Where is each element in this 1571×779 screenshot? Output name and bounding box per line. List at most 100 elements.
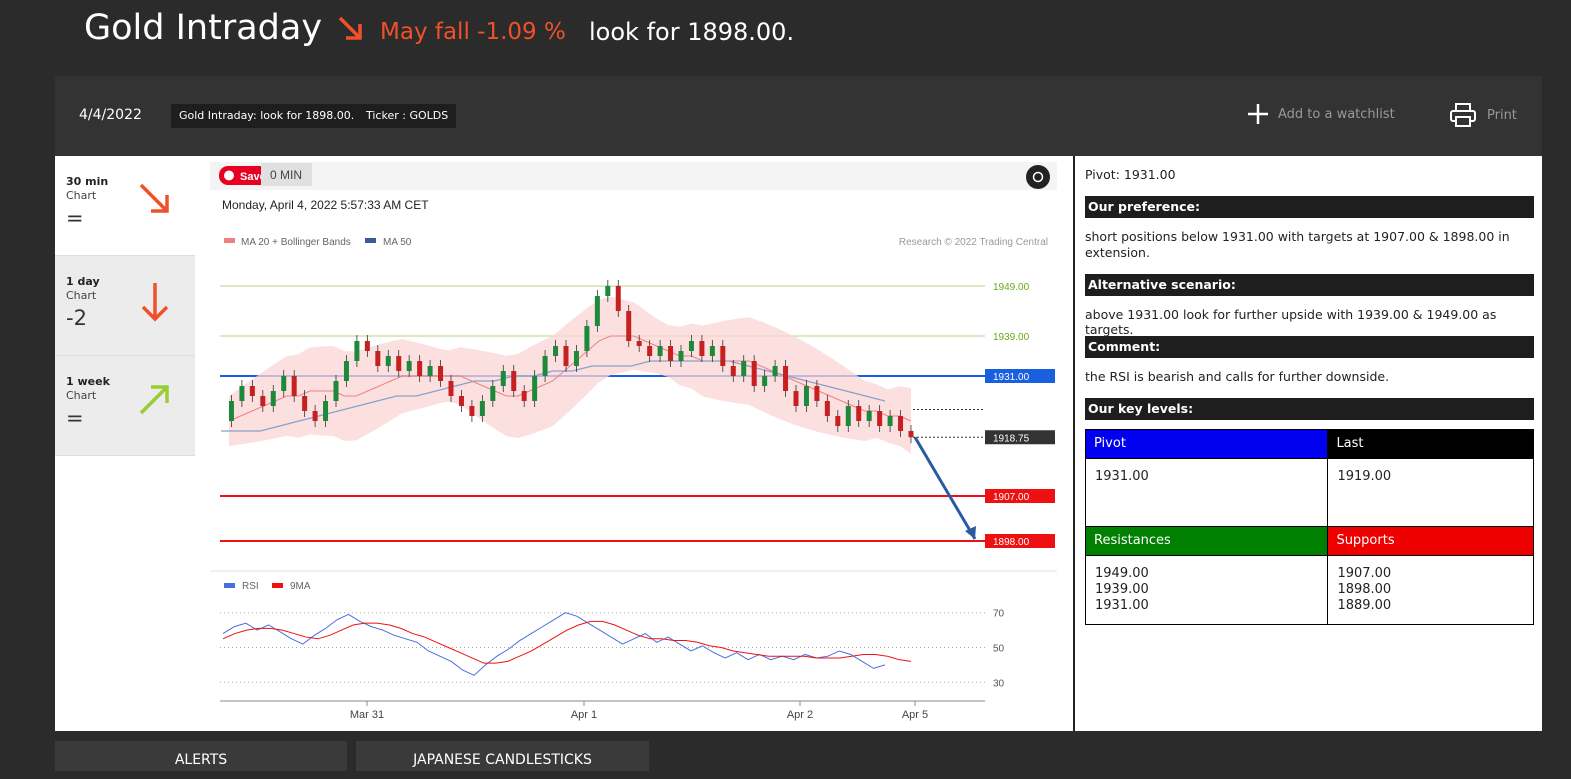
arrow-down-icon <box>141 283 169 322</box>
timeframe-sub: Chart <box>66 389 97 402</box>
bollinger-band <box>229 296 911 454</box>
comment-text: the RSI is bearish and calls for further… <box>1085 369 1390 384</box>
candle-body <box>636 341 642 346</box>
candle-body <box>657 346 663 356</box>
candle-body <box>668 346 674 361</box>
projection-arrow <box>913 436 977 540</box>
page-header: Gold Intraday May fall -1.09 % look for … <box>0 0 1571 76</box>
arrow-down-right-icon <box>338 16 362 40</box>
candle-body <box>856 406 862 421</box>
legend-ma20: MA 20 + Bollinger Bands <box>241 237 351 248</box>
preference-text: short positions below 1931.00 with targe… <box>1085 229 1510 260</box>
level-tag <box>985 489 1055 503</box>
timeframe-sub: Chart <box>66 189 97 202</box>
candle-body <box>490 386 496 401</box>
timeframe-score: = <box>66 406 84 430</box>
candle-body <box>887 416 893 426</box>
x-tick-label: Mar 31 <box>350 709 384 721</box>
timeframe-name: 1 week <box>66 375 110 388</box>
support-value: 1898.00 <box>1337 582 1392 597</box>
target-text: look for 1898.00. <box>589 18 795 46</box>
candle-body <box>312 411 318 421</box>
alerts-button[interactable]: ALERTS <box>55 741 347 771</box>
candle-body <box>626 311 632 341</box>
alternative-heading: Alternative scenario: <box>1085 274 1534 296</box>
candle-body <box>343 361 349 381</box>
page-title: Gold Intraday <box>84 8 323 48</box>
info-bar: 4/4/2022 Gold Intraday: look for 1898.00… <box>55 76 1542 156</box>
timeframe-30min[interactable]: 30 min Chart = <box>55 156 195 256</box>
candle-body <box>228 401 234 421</box>
preference-heading: Our preference: <box>1085 196 1534 218</box>
level-tag <box>985 534 1055 548</box>
projection-arrowhead <box>965 526 976 539</box>
analysis-panel: Pivot: 1931.00 Our preference: short pos… <box>1073 156 1542 731</box>
timeframe-sub: Chart <box>66 289 97 302</box>
summary-tag: Gold Intraday: look for 1898.00. <box>171 104 363 128</box>
candle-body <box>730 366 736 376</box>
candle-body <box>908 431 914 438</box>
candle-body <box>720 346 726 366</box>
candle-body <box>281 376 287 391</box>
level-label: 1907.00 <box>993 492 1030 503</box>
candle-body <box>563 346 569 366</box>
candle-body <box>741 361 747 376</box>
timeframe-1day[interactable]: 1 day Chart -2 <box>55 256 195 356</box>
japanese-candlesticks-button[interactable]: JAPANESE CANDLESTICKS <box>356 741 649 771</box>
add-watchlist-button[interactable]: Add to a watchlist <box>1246 102 1395 126</box>
candle-body <box>291 376 297 396</box>
legend-rsi: RSI <box>242 581 259 592</box>
candle-body <box>866 411 872 421</box>
candle-body <box>647 346 653 356</box>
candle-body <box>406 361 412 371</box>
level-label: 1931.00 <box>993 372 1030 383</box>
candle-body <box>270 391 276 406</box>
resistances-header: Resistances <box>1084 526 1329 556</box>
direction-text: May fall -1.09 % <box>380 19 566 45</box>
pivot-header: Pivot <box>1084 429 1329 459</box>
chart-area: Save 0 MIN Monday, April 4, 2022 5:57:33… <box>195 156 1073 731</box>
arrow-down-right-icon <box>139 183 169 213</box>
candle-body <box>479 401 485 416</box>
interval-label: 0 MIN <box>270 168 302 182</box>
rsi-tick-label: 30 <box>993 678 1005 689</box>
price-chart: Save 0 MIN Monday, April 4, 2022 5:57:33… <box>210 162 1057 721</box>
resistance-value: 1931.00 <box>1095 598 1149 613</box>
candle-body <box>532 376 538 401</box>
candle-body <box>709 346 715 356</box>
candle-body <box>783 366 789 391</box>
candle-body <box>354 341 360 361</box>
timeframe-name: 30 min <box>66 175 109 188</box>
candle-body <box>615 286 621 311</box>
candle-body <box>511 371 517 391</box>
candle-body <box>500 371 506 386</box>
resistance-value: 1939.00 <box>1095 582 1149 597</box>
chart-copyright: Research © 2022 Trading Central <box>899 237 1048 248</box>
svg-text:Save: Save <box>240 171 266 183</box>
candle-body <box>385 356 391 366</box>
print-label: Print <box>1487 107 1517 123</box>
chart-datetime: Monday, April 4, 2022 5:57:33 AM CET <box>222 198 429 212</box>
pivot-line: Pivot: 1931.00 <box>1085 167 1176 182</box>
candle-body <box>417 361 423 376</box>
support-value: 1907.00 <box>1337 566 1392 581</box>
alternative-text: above 1931.00 look for further upside wi… <box>1085 307 1497 337</box>
screenshot-icon[interactable] <box>1026 165 1050 189</box>
ticker-tag: Ticker : GOLDS <box>358 104 457 128</box>
rsi-line <box>222 612 886 676</box>
timeframe-1week[interactable]: 1 week Chart = <box>55 356 195 456</box>
level-tag <box>985 430 1055 445</box>
candle-body <box>438 366 444 381</box>
last-header: Last <box>1327 429 1534 459</box>
print-button[interactable]: Print <box>1449 102 1517 128</box>
date-label: 4/4/2022 <box>79 107 142 123</box>
interval-selector[interactable] <box>261 163 312 186</box>
supports-values: 1907.00 1898.00 1889.00 <box>1327 555 1534 625</box>
candle-body <box>448 381 454 396</box>
save-button[interactable]: Save <box>219 166 274 185</box>
candle-body <box>772 366 778 376</box>
candle-body <box>396 356 402 371</box>
candle-body <box>375 351 381 366</box>
level-label: 1898.00 <box>993 537 1030 548</box>
candle-body <box>469 406 475 416</box>
